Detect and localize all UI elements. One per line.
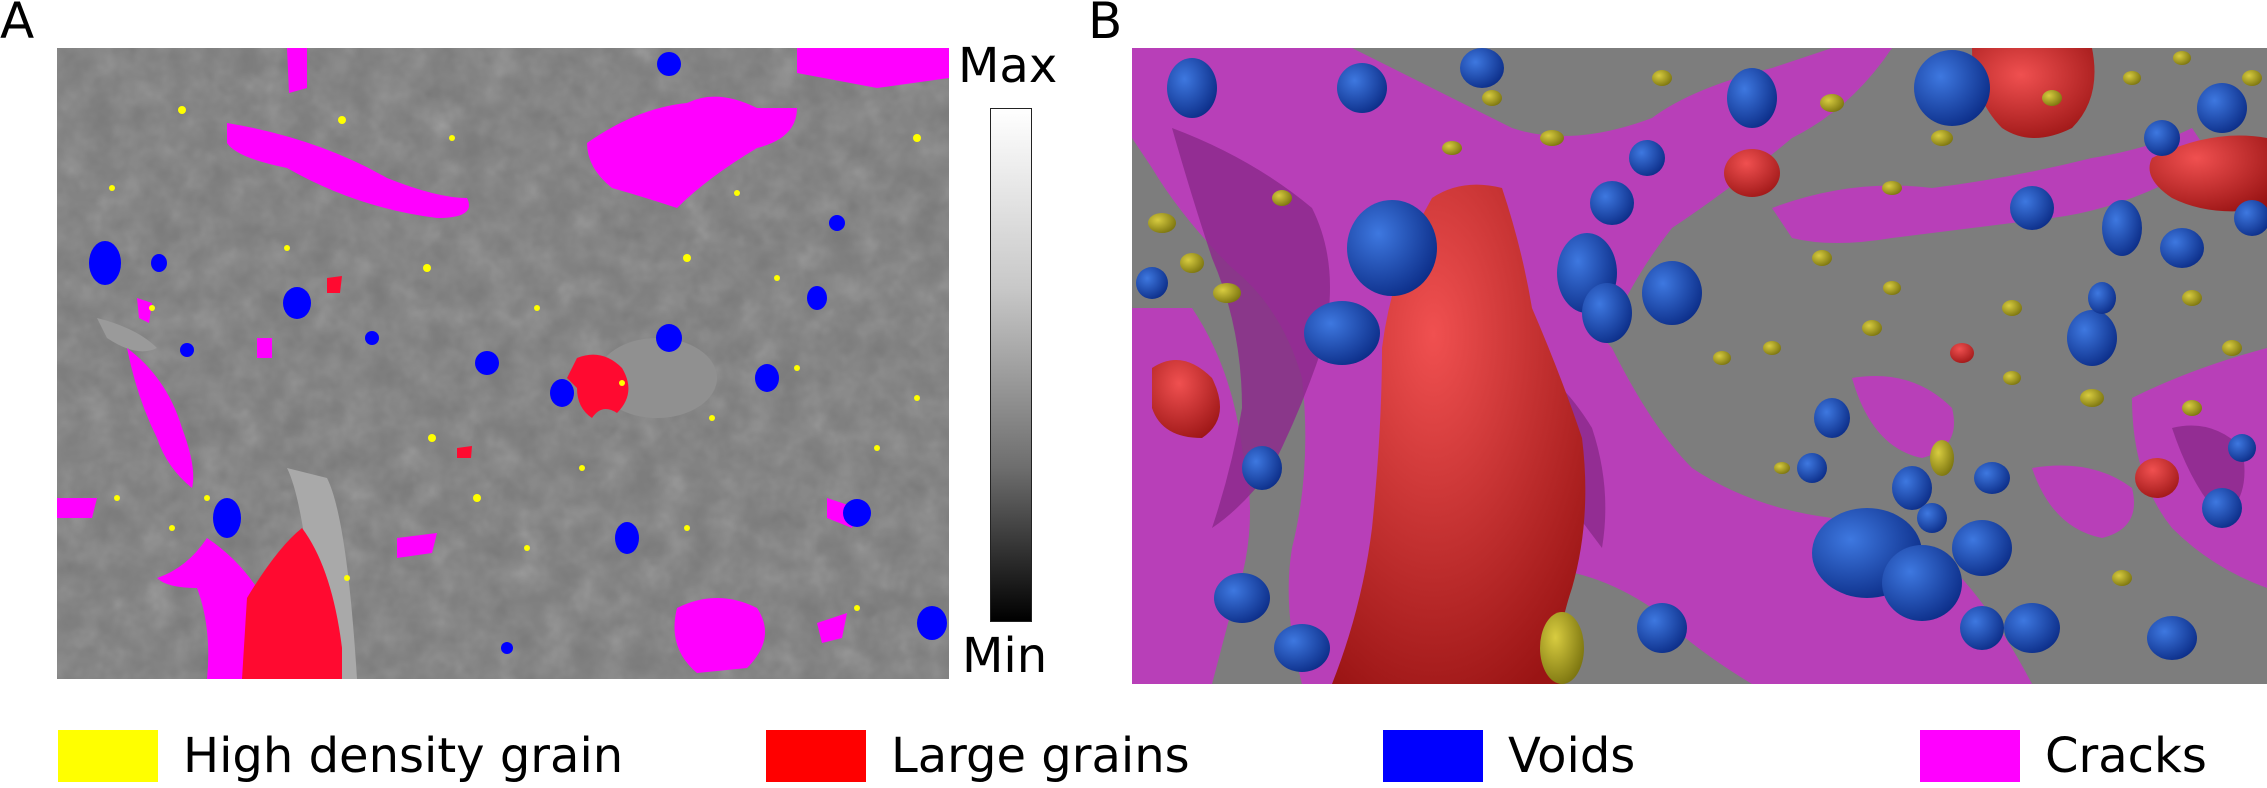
crack-regions (57, 48, 949, 679)
legend-swatch-magenta (1920, 730, 2020, 782)
colorbar-max-label: Max (958, 38, 1058, 94)
legend-label-large-grains: Large grains (891, 728, 1190, 784)
void-regions (89, 52, 947, 654)
ct-slice-svg (57, 48, 949, 679)
high-density-grain-regions (109, 106, 921, 611)
large-grain-regions (242, 276, 629, 679)
legend-swatch-yellow (58, 730, 158, 782)
panel-label-a: A (0, 0, 35, 50)
colorbar (990, 108, 1032, 622)
render-high-density-grain-regions (1148, 51, 2262, 684)
legend-label-voids: Voids (1508, 728, 1636, 784)
render-large-grain-regions (1152, 48, 2267, 684)
legend-label-high-density-grain: High density grain (183, 728, 624, 784)
3d-rendering-svg (1132, 48, 2267, 684)
colorbar-min-label: Min (962, 628, 1048, 684)
legend-swatch-blue (1383, 730, 1483, 782)
render-void-regions (1136, 48, 2267, 672)
panel-label-b: B (1088, 0, 1123, 50)
legend-swatch-red (766, 730, 866, 782)
legend-label-cracks: Cracks (2045, 728, 2207, 784)
ct-slice-image (57, 48, 949, 679)
3d-rendering-image (1132, 48, 2267, 684)
